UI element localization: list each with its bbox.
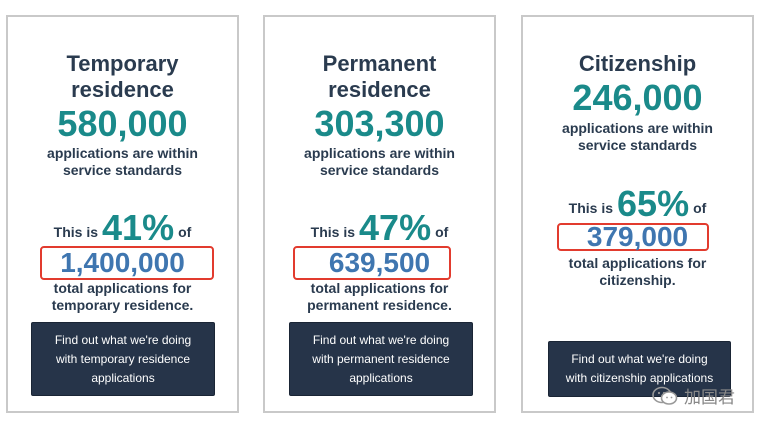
card-title-line2: residence <box>328 77 431 102</box>
watermark: 加国君 <box>652 383 735 408</box>
find-out-permanent-button[interactable]: Find out what we're doing with permanent… <box>289 322 473 396</box>
card-permanent-residence: Permanent residence 303,300 applications… <box>263 15 496 413</box>
total-label-line2: citizenship. <box>599 272 676 288</box>
this-is-label: This is <box>568 200 614 216</box>
subtitle-line2: service standards <box>62 162 183 178</box>
find-out-citizenship-button[interactable]: Find out what we're doing with citizensh… <box>548 341 731 397</box>
button-line3: applications <box>349 371 413 385</box>
within-standard-count: 303,300 <box>314 103 445 144</box>
within-standard-count: 246,000 <box>572 77 703 118</box>
button-line2: with permanent residence <box>312 352 450 366</box>
of-label: of <box>435 224 449 240</box>
watermark-text: 加国君 <box>684 388 735 408</box>
this-is-label: This is <box>310 224 356 240</box>
of-label: of <box>178 224 192 240</box>
button-line2: with citizenship applications <box>565 371 714 385</box>
percent-row: This is 47% of <box>265 207 494 249</box>
percent-row: This is 41% of <box>8 207 237 249</box>
subtitle-line2: service standards <box>319 162 440 178</box>
highlight-box <box>293 246 451 280</box>
subtitle-line1: applications are within <box>562 120 713 136</box>
button-line1: Find out what we're doing <box>571 352 708 366</box>
total-applications: 639,500 <box>328 247 431 278</box>
card-title: Citizenship <box>578 51 697 76</box>
card-title-line1: Permanent <box>322 51 437 76</box>
card-title-line2: residence <box>71 77 174 102</box>
button-line1: Find out what we're doing <box>312 333 450 347</box>
percent-value: 47% <box>359 207 432 248</box>
percent-value: 65% <box>617 183 690 224</box>
percent-value: 41% <box>102 207 175 248</box>
subtitle-line1: applications are within <box>304 145 455 161</box>
total-label-line1: total applications for <box>53 280 192 296</box>
total-label-line1: total applications for <box>568 255 707 271</box>
total-label-line1: total applications for <box>310 280 449 296</box>
highlight-box <box>40 246 214 280</box>
find-out-temporary-button[interactable]: Find out what we're doing with temporary… <box>31 322 215 396</box>
card-temporary-residence: Temporary residence 580,000 applications… <box>6 15 239 413</box>
subtitle-line1: applications are within <box>47 145 198 161</box>
wechat-icon <box>652 386 678 405</box>
total-applications: 379,000 <box>586 221 689 252</box>
subtitle-line2: service standards <box>577 137 698 153</box>
card-citizenship: Citizenship 246,000 applications are wit… <box>521 15 754 413</box>
within-standard-count: 580,000 <box>57 103 188 144</box>
this-is-label: This is <box>53 224 99 240</box>
total-label-line2: temporary residence. <box>51 297 194 313</box>
card-title-line1: Temporary <box>66 51 179 76</box>
total-applications: 1,400,000 <box>60 247 185 278</box>
button-line3: applications <box>91 371 155 385</box>
total-label-line2: permanent residence. <box>307 297 452 313</box>
button-line1: Find out what we're doing <box>54 333 192 347</box>
of-label: of <box>693 200 707 216</box>
button-line2: with temporary residence <box>55 352 191 366</box>
percent-row: This is 65% of <box>523 183 752 225</box>
highlight-box <box>557 223 709 251</box>
